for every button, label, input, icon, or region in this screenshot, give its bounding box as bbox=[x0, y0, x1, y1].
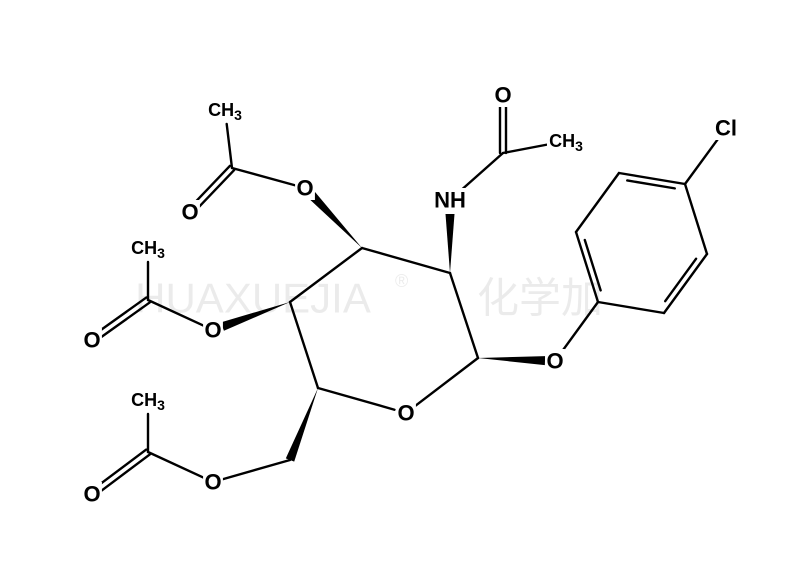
atom-O3: O bbox=[296, 176, 313, 201]
atom-ac4_O: O bbox=[83, 328, 100, 353]
atom-Cl: Cl bbox=[715, 116, 737, 141]
atom-ac6_O: O bbox=[83, 482, 100, 507]
atom-N: NH bbox=[434, 188, 466, 213]
atom-O6: O bbox=[204, 470, 221, 495]
atom-ring_O: O bbox=[397, 401, 414, 426]
watermark: HUAXUEJIA化学加® bbox=[135, 271, 603, 322]
atom-glyco_O: O bbox=[546, 349, 563, 374]
molecule-diagram: HUAXUEJIA化学加® OOClNHOCH3OOCH3OOCH3OOCH3 bbox=[0, 0, 787, 587]
atom-amide_O: O bbox=[494, 83, 511, 108]
atom-ac3_O: O bbox=[181, 200, 198, 225]
atom-O4: O bbox=[204, 318, 221, 343]
watermark-reg: ® bbox=[395, 271, 408, 291]
watermark-right: 化学加 bbox=[477, 275, 603, 322]
